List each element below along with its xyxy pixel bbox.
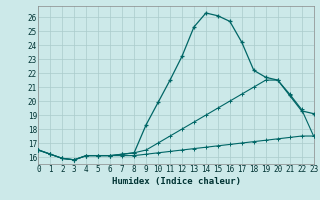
X-axis label: Humidex (Indice chaleur): Humidex (Indice chaleur) xyxy=(111,177,241,186)
